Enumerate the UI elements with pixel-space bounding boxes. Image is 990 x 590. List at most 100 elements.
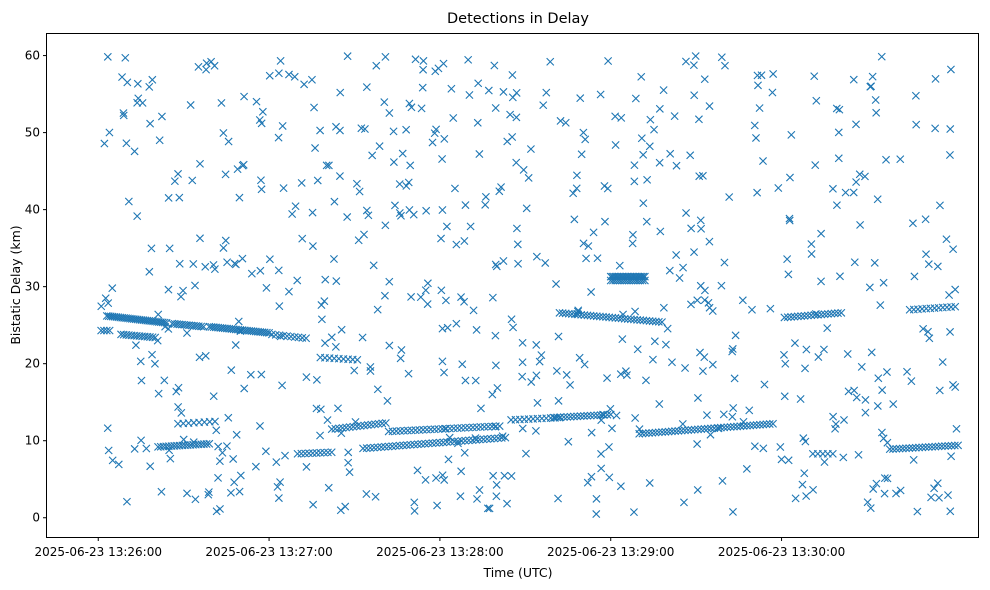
data-point xyxy=(497,183,506,192)
data-point xyxy=(664,427,673,436)
data-point xyxy=(468,423,477,432)
data-point xyxy=(302,373,311,382)
data-point xyxy=(719,410,728,419)
data-point xyxy=(195,353,204,362)
data-point xyxy=(422,206,431,215)
data-point xyxy=(725,193,734,202)
data-point xyxy=(327,333,336,342)
data-point xyxy=(751,133,760,142)
data-point xyxy=(636,316,645,325)
data-point xyxy=(102,326,111,335)
data-point xyxy=(481,200,490,209)
data-point xyxy=(663,324,672,333)
data-point xyxy=(793,312,802,321)
data-point xyxy=(278,381,287,390)
data-point xyxy=(224,413,233,422)
data-point xyxy=(488,390,497,399)
data-point xyxy=(597,416,606,425)
data-point xyxy=(473,494,481,503)
x-tick-label: 2025-06-23 13:26:00 xyxy=(35,545,162,559)
data-point xyxy=(372,61,381,70)
data-point xyxy=(526,145,535,154)
data-point xyxy=(396,426,405,435)
data-point xyxy=(449,113,458,122)
data-point xyxy=(108,456,117,465)
data-point xyxy=(817,277,826,286)
data-point xyxy=(471,376,480,385)
data-point xyxy=(834,309,842,318)
data-point xyxy=(681,57,690,66)
data-point xyxy=(933,479,942,488)
data-point xyxy=(327,448,336,457)
data-point xyxy=(645,316,654,325)
data-point xyxy=(531,426,540,435)
data-point xyxy=(690,91,699,100)
data-point xyxy=(882,368,891,377)
data-point xyxy=(549,413,558,422)
data-point xyxy=(265,255,274,264)
data-point xyxy=(674,426,683,435)
data-point xyxy=(297,178,306,187)
data-point xyxy=(817,229,826,238)
data-point xyxy=(432,474,441,482)
data-point xyxy=(556,116,565,125)
data-point xyxy=(179,435,188,444)
data-point xyxy=(616,482,625,491)
data-point xyxy=(863,498,872,507)
data-point xyxy=(635,425,644,434)
data-point xyxy=(390,201,399,210)
data-point xyxy=(703,424,712,433)
data-point xyxy=(931,124,940,133)
data-point xyxy=(235,193,244,202)
data-point xyxy=(554,332,563,341)
data-point xyxy=(593,254,602,263)
data-point xyxy=(274,494,283,503)
data-point xyxy=(150,359,159,368)
data-point xyxy=(718,476,727,485)
data-point xyxy=(885,445,894,454)
data-point xyxy=(233,165,242,174)
data-point xyxy=(869,484,878,493)
data-point xyxy=(868,72,877,81)
data-point xyxy=(667,358,676,367)
data-point xyxy=(686,300,695,309)
data-point xyxy=(564,437,573,446)
data-point xyxy=(485,504,494,513)
data-point xyxy=(556,413,565,422)
data-point xyxy=(883,438,892,447)
data-point xyxy=(362,83,371,92)
data-point xyxy=(564,309,573,318)
data-point xyxy=(434,64,443,73)
data-point xyxy=(133,79,142,88)
data-point xyxy=(358,333,367,342)
data-point xyxy=(606,404,615,413)
data-point xyxy=(922,250,931,259)
data-point xyxy=(411,55,420,64)
data-point xyxy=(252,97,261,106)
data-point xyxy=(742,464,751,473)
data-point xyxy=(274,133,283,142)
data-point xyxy=(440,368,449,377)
data-point xyxy=(921,443,930,452)
data-point xyxy=(320,297,329,306)
data-point xyxy=(592,312,601,321)
data-point xyxy=(258,107,267,116)
data-point xyxy=(176,292,185,301)
data-point xyxy=(385,341,394,350)
data-point xyxy=(927,493,936,502)
data-point xyxy=(656,227,665,236)
data-point xyxy=(726,422,735,431)
data-point xyxy=(583,478,592,487)
data-point xyxy=(693,440,702,449)
data-point xyxy=(188,176,197,185)
data-point xyxy=(680,426,689,435)
data-point xyxy=(246,370,255,379)
data-point xyxy=(589,311,598,320)
data-point xyxy=(360,230,369,239)
data-point xyxy=(787,312,796,321)
data-point xyxy=(693,485,702,494)
data-point xyxy=(587,428,596,437)
data-point xyxy=(407,292,416,301)
data-point xyxy=(256,266,265,275)
data-point xyxy=(952,424,961,433)
